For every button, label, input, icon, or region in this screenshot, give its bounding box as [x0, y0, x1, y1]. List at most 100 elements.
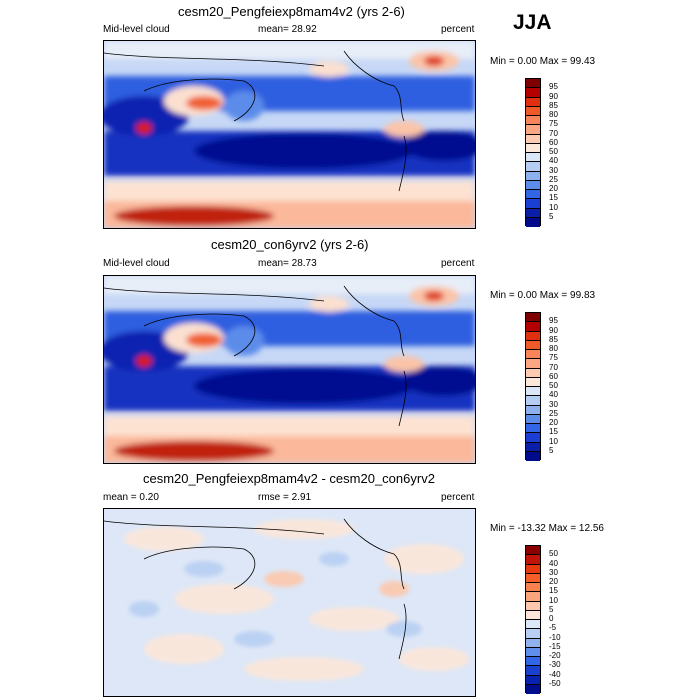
colorbar-tick-label: 70 — [549, 128, 558, 138]
colorbar-tick-label: 5 — [549, 604, 554, 614]
colorbar-box — [526, 190, 540, 200]
panel-1-variable-label: Mid-level cloud — [103, 24, 170, 35]
colorbar-tick-label: 30 — [549, 567, 558, 577]
panel-1-units-label: percent — [441, 24, 475, 35]
colorbar-box — [526, 322, 540, 332]
colorbar-tick-label: 80 — [549, 344, 558, 353]
colorbar-tick-label: 25 — [549, 408, 558, 418]
colorbar-tick-label: 50 — [549, 147, 558, 156]
colorbar-tick-label: 75 — [549, 119, 558, 129]
colorbar-tick-label: -10 — [549, 632, 561, 642]
panel-2-colorbar — [525, 312, 541, 461]
colorbar-tick-label: 20 — [549, 577, 558, 586]
colorbar-tick-label: 10 — [549, 436, 558, 446]
colorbar-box — [526, 359, 540, 369]
colorbar-tick-label: 5 — [549, 445, 554, 455]
colorbar-tick-label: 30 — [549, 399, 558, 409]
colorbar-box — [526, 424, 540, 434]
colorbar-box — [526, 180, 540, 190]
colorbar-box — [526, 601, 540, 611]
colorbar-tick-label: 60 — [549, 137, 558, 147]
panel-2-mean-label: mean= 28.73 — [258, 258, 317, 269]
colorbar-tick-label: -30 — [549, 660, 561, 670]
panel-3-min-max: Min = -13.32 Max = 12.56 — [490, 523, 604, 534]
colorbar-tick-label: 95 — [549, 316, 558, 326]
panel-2-units-label: percent — [441, 258, 475, 269]
colorbar-box — [526, 97, 540, 107]
colorbar-box — [526, 377, 540, 387]
colorbar-tick-label: -5 — [549, 623, 557, 633]
panel-3-colorbar-labels: 50 40 30 20 15 10 5 0 -5 -10 -15 -20 -30 -40 -50 — [549, 545, 579, 693]
colorbar-box — [526, 610, 540, 620]
colorbar-box — [526, 88, 540, 98]
colorbar-tick-label: 5 — [549, 211, 554, 221]
panel-1-title: cesm20_Pengfeiexp8mam4v2 (yrs 2-6) — [178, 4, 405, 19]
panel-1-map — [103, 40, 476, 229]
colorbar-box — [526, 387, 540, 397]
panel-2-variable-label: Mid-level cloud — [103, 258, 170, 269]
panel-3-mean-label: mean = 0.20 — [103, 492, 159, 503]
colorbar-tick-label: 85 — [549, 100, 558, 110]
colorbar-tick-label: -20 — [549, 651, 561, 660]
colorbar-box — [526, 583, 540, 593]
colorbar-box — [526, 208, 540, 218]
colorbar-tick-label: 40 — [549, 390, 558, 400]
colorbar-box — [526, 153, 540, 163]
colorbar-box — [526, 573, 540, 583]
colorbar-tick-label: 40 — [549, 558, 558, 568]
colorbar-box — [526, 451, 540, 461]
colorbar-tick-label: 20 — [549, 418, 558, 427]
colorbar-tick-label: 40 — [549, 156, 558, 166]
panel-3-units-label: percent — [441, 492, 475, 503]
colorbar-box — [526, 592, 540, 602]
colorbar-tick-label: 85 — [549, 334, 558, 344]
colorbar-box — [526, 684, 540, 694]
colorbar-box — [526, 368, 540, 378]
colorbar-tick-label: 10 — [549, 595, 558, 605]
colorbar-box — [526, 620, 540, 630]
colorbar-box — [526, 171, 540, 181]
colorbar-box — [526, 106, 540, 116]
colorbar-tick-label: 60 — [549, 371, 558, 381]
colorbar-box — [526, 675, 540, 685]
colorbar-box — [526, 433, 540, 443]
colorbar-tick-label: 20 — [549, 184, 558, 193]
colorbar-tick-label: 50 — [549, 549, 558, 559]
panel-2-title: cesm20_con6yrv2 (yrs 2-6) — [211, 237, 369, 252]
panel-1-map-field — [104, 41, 475, 228]
colorbar-tick-label: 50 — [549, 381, 558, 390]
colorbar-tick-label: -40 — [549, 669, 561, 679]
colorbar-tick-label: 10 — [549, 202, 558, 212]
colorbar-box — [526, 350, 540, 360]
panel-2-min-max: Min = 0.00 Max = 99.83 — [490, 290, 596, 301]
panel-3-title: cesm20_Pengfeiexp8mam4v2 - cesm20_con6yr… — [143, 471, 435, 486]
panel-2-map-field — [104, 276, 475, 463]
colorbar-tick-label: 95 — [549, 82, 558, 92]
colorbar-box — [526, 657, 540, 667]
colorbar-box — [526, 340, 540, 350]
colorbar-box — [526, 564, 540, 574]
colorbar-box — [526, 143, 540, 153]
panel-3-colorbar — [525, 545, 541, 694]
colorbar-box — [526, 134, 540, 144]
colorbar-tick-label: 80 — [549, 110, 558, 119]
panel-1-min-max: Min = 0.00 Max = 99.43 — [490, 56, 596, 67]
colorbar-box — [526, 666, 540, 676]
colorbar-tick-label: 25 — [549, 174, 558, 184]
panel-1-mean-label: mean= 28.92 — [258, 24, 317, 35]
panel-3-rmse-label: rmse = 2.91 — [258, 492, 312, 503]
colorbar-box — [526, 629, 540, 639]
season-label: JJA — [513, 11, 552, 34]
colorbar-tick-label: 90 — [549, 325, 558, 335]
panel-2-map — [103, 275, 476, 464]
colorbar-tick-label: 15 — [549, 193, 558, 203]
colorbar-box — [526, 217, 540, 227]
panel-2-colorbar-labels: 95 90 85 80 75 70 60 50 40 30 25 20 15 10 5 — [549, 312, 579, 460]
colorbar-tick-label: 70 — [549, 362, 558, 372]
colorbar-box — [526, 647, 540, 657]
colorbar-tick-label: 0 — [549, 614, 554, 623]
colorbar-box — [526, 331, 540, 341]
panel-1-colorbar — [525, 78, 541, 227]
colorbar-box — [526, 162, 540, 172]
colorbar-box — [526, 546, 540, 556]
